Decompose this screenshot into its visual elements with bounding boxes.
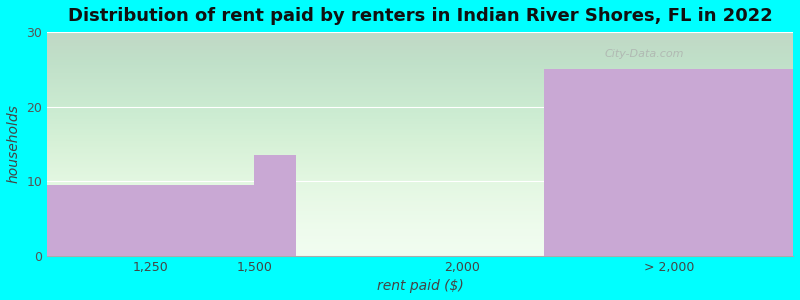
Title: Distribution of rent paid by renters in Indian River Shores, FL in 2022: Distribution of rent paid by renters in … bbox=[68, 7, 773, 25]
X-axis label: rent paid ($): rent paid ($) bbox=[377, 279, 463, 293]
Bar bbox=[254, 155, 296, 256]
Bar bbox=[47, 185, 254, 256]
Y-axis label: households: households bbox=[7, 104, 21, 183]
Text: City-Data.com: City-Data.com bbox=[604, 50, 684, 59]
Bar bbox=[545, 69, 793, 256]
